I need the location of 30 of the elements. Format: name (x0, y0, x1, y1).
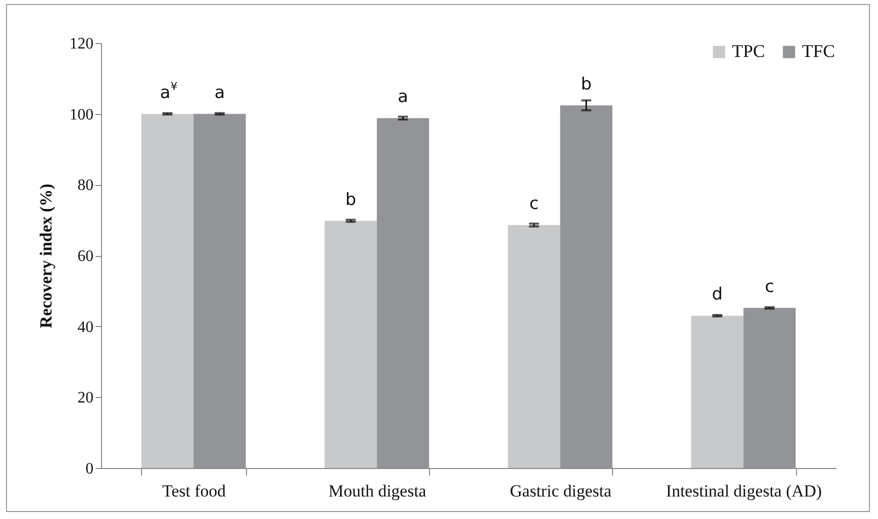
x-tick-label: Mouth digesta (328, 482, 427, 500)
bar (376, 118, 430, 468)
y-axis-title: Recovery index (%) (36, 184, 56, 328)
annotation: c (529, 194, 539, 214)
annotation: a (214, 82, 225, 103)
y-tick-label: 20 (78, 390, 94, 407)
x-tick-label: Test food (162, 482, 226, 500)
annotation: c (764, 276, 774, 297)
y-tick-label: 0 (86, 460, 94, 478)
legend-label: TPC (732, 41, 766, 61)
bar (560, 105, 612, 468)
legend-label: TFC (802, 41, 836, 61)
bar (324, 220, 377, 468)
annotation: a (398, 87, 408, 108)
bar (508, 225, 560, 468)
y-tick-label: 120 (70, 36, 94, 52)
y-tick-label: 100 (70, 106, 94, 124)
y-tick-label: 80 (78, 177, 94, 194)
y-tick-label: 40 (78, 318, 94, 336)
annotation: b (345, 190, 356, 210)
bar (141, 114, 194, 468)
annotation: d (712, 284, 723, 305)
y-tick-label: 60 (78, 248, 94, 265)
bar (194, 114, 246, 468)
annotation: b (580, 74, 592, 94)
bar (691, 316, 744, 468)
x-tick-label: Gastric digesta (510, 482, 612, 500)
x-tick-label: Intestinal digesta (AD) (666, 482, 822, 500)
bar (743, 308, 796, 468)
annotation: a¥ (160, 80, 178, 103)
